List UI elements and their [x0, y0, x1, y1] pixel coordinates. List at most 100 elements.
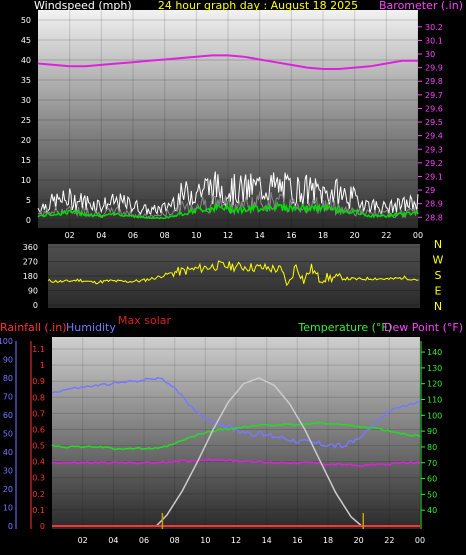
y-tick-label: 5	[26, 196, 31, 205]
y-tick-label: 0.9	[32, 377, 45, 386]
lower-series	[51, 377, 421, 529]
x-tick-label: 08	[170, 536, 180, 545]
y-tick-label: 0	[26, 216, 31, 225]
direction-y-ticks: 0 90 180 270 360	[23, 243, 38, 310]
direction-grid	[48, 246, 420, 306]
y-tick-label: 1.1	[32, 345, 45, 354]
x-tick-label: 10	[191, 231, 201, 240]
y-tick-label: 25	[21, 116, 31, 125]
humidity-y-ticks: 0 10 20 30 40 50 60 70 80 90 100	[0, 337, 13, 531]
y-tick-label: 28.8	[425, 213, 443, 222]
y-tick-label: 0	[8, 522, 13, 531]
y-tick-label: 0.3	[32, 474, 45, 483]
barometer-y-ticks: 28.8 28.9 29 29.1 29.2 29.3 29.4 29.5 29.6 29.7 29…	[418, 23, 443, 222]
legend-humidity: Humidity	[66, 321, 116, 334]
y-tick-label: 40	[3, 448, 13, 457]
x-tick-label: 12	[231, 536, 241, 545]
compass-label: W	[433, 254, 444, 267]
compass-label: S	[435, 269, 442, 282]
y-tick-label: 60	[427, 475, 437, 484]
y-tick-label: 20	[21, 136, 31, 145]
y-tick-label: 0.5	[32, 442, 45, 451]
y-tick-label: 0	[40, 522, 45, 531]
y-tick-label: 29	[425, 186, 435, 195]
temperature-humidity-panel: Rainfall (.in) Humidity Max solar Temper…	[0, 314, 463, 545]
direction-plot-area	[48, 244, 420, 308]
x-tick-label: 00	[413, 231, 423, 240]
x-tick-label: 20	[354, 536, 364, 545]
y-tick-label: 130	[427, 364, 442, 373]
y-tick-label: 15	[21, 156, 31, 165]
x-tick-label: 06	[128, 231, 138, 240]
direction-series	[47, 260, 419, 287]
barometer-axis-label: Barometer (.in)	[379, 0, 463, 12]
y-tick-label: 110	[427, 396, 442, 405]
y-tick-label: 180	[23, 272, 38, 281]
y-tick-label: 80	[3, 374, 13, 383]
y-tick-label: 50	[21, 16, 31, 25]
x-tick-label: 22	[384, 536, 394, 545]
x-tick-label: 06	[139, 536, 149, 545]
y-tick-label: 40	[427, 506, 437, 515]
x-tick-label: 14	[255, 231, 265, 240]
y-tick-label: 90	[3, 356, 13, 365]
compass-label: E	[435, 285, 442, 298]
x-tick-label: 10	[200, 536, 210, 545]
y-tick-label: 50	[427, 490, 437, 499]
y-tick-label: 0.7	[32, 409, 45, 418]
x-tick-label: 20	[350, 231, 360, 240]
legend-max-solar: Max solar	[118, 314, 171, 327]
y-tick-label: 29.1	[425, 172, 443, 181]
barometer-series	[37, 54, 418, 70]
y-tick-label: 90	[427, 427, 437, 436]
wind-axis-label: Windspeed (mph)	[34, 0, 132, 12]
y-tick-label: 0.1	[32, 506, 45, 515]
x-tick-label: 02	[65, 231, 75, 240]
x-tick-label: 16	[292, 536, 302, 545]
y-tick-label: 30	[425, 50, 435, 59]
wind-bands	[37, 171, 419, 220]
y-tick-label: 40	[21, 56, 31, 65]
x-tick-label: 08	[160, 231, 170, 240]
x-tick-label: 12	[223, 231, 233, 240]
y-tick-label: 30	[3, 467, 13, 476]
y-tick-label: 35	[21, 76, 31, 85]
wind-y-ticks: 0 5 10 15 20 25 30 35 40 45 50	[21, 16, 31, 225]
y-tick-label: 29.7	[425, 91, 443, 100]
x-tick-label: 04	[108, 536, 118, 545]
y-tick-label: 30.1	[425, 36, 443, 45]
y-tick-label: 29.2	[425, 159, 443, 168]
gust-series	[37, 171, 419, 216]
y-tick-label: 100	[427, 411, 442, 420]
y-tick-label: 29.3	[425, 145, 443, 154]
x-tick-label: 00	[415, 536, 425, 545]
x-tick-label: 16	[286, 231, 296, 240]
legend-dewpoint: Dew Point (°F)	[384, 321, 463, 334]
y-tick-label: 20	[3, 485, 13, 494]
y-tick-label: 1	[40, 361, 45, 370]
wind-direction-line	[47, 260, 419, 287]
legend-temperature: Temperature (°F)	[297, 321, 392, 334]
y-tick-label: 30.2	[425, 23, 443, 32]
rain-y-ticks: 0 0.1 0.2 0.3 0.4 0.5 0.6 0.7 0.8 0.9 1 1.1	[32, 345, 45, 531]
y-tick-label: 100	[0, 337, 13, 346]
barometer-line	[37, 54, 418, 70]
y-tick-label: 70	[3, 393, 13, 402]
wind-x-ticks: 02 04 06 08 10 12 14 16 18 20 22 00	[65, 231, 424, 240]
y-tick-label: 29.5	[425, 118, 443, 127]
y-tick-label: 50	[3, 430, 13, 439]
compass-label: N	[434, 300, 442, 313]
lower-plot-area	[52, 337, 420, 529]
y-tick-label: 70	[427, 459, 437, 468]
x-tick-label: 18	[318, 231, 328, 240]
y-tick-label: 29.4	[425, 132, 443, 141]
x-tick-label: 04	[96, 231, 106, 240]
y-tick-label: 0.8	[32, 393, 45, 402]
temperature-y-ticks: 40 50 60 70 80 90 100 110 120 130 140	[421, 348, 442, 515]
compass-label: N	[434, 238, 442, 251]
y-tick-label: 140	[427, 348, 442, 357]
y-tick-label: 360	[23, 243, 38, 252]
